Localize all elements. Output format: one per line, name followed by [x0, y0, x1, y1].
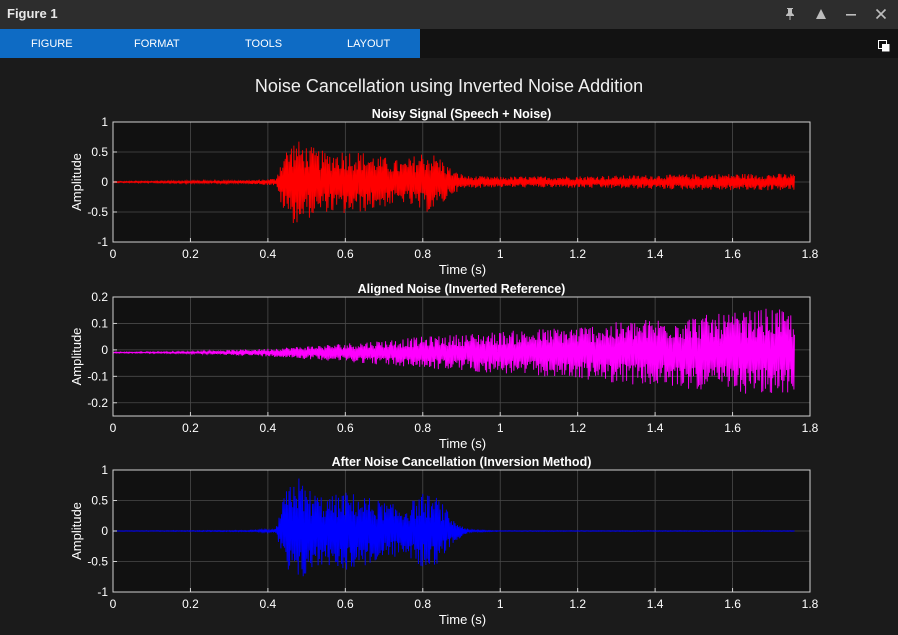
y-tick-label: 1 — [101, 115, 108, 129]
pin-icon[interactable] — [780, 4, 800, 24]
y-tick-label: -0.5 — [87, 555, 108, 569]
x-tick-label: 1.8 — [802, 247, 819, 261]
toolstrip-tabs: FIGURE FORMAT TOOLS LAYOUT — [0, 29, 420, 58]
undock-icon[interactable] — [878, 40, 890, 52]
x-tick-label: 0.2 — [182, 597, 199, 611]
y-tick-label: -0.2 — [87, 396, 108, 410]
x-tick-label: 1.4 — [647, 247, 664, 261]
axes-title: After Noise Cancellation (Inversion Meth… — [332, 455, 592, 469]
y-axis-label: Amplitude — [69, 328, 84, 386]
x-tick-label: 0.4 — [260, 247, 277, 261]
x-tick-label: 0.6 — [337, 247, 354, 261]
tab-format[interactable]: FORMAT — [134, 38, 180, 50]
y-tick-label: 1 — [101, 463, 108, 477]
window-title: Figure 1 — [7, 6, 58, 21]
axes-title: Aligned Noise (Inverted Reference) — [358, 282, 566, 296]
x-tick-label: 1 — [497, 247, 504, 261]
x-axis-label: Time (s) — [439, 436, 486, 451]
maximize-icon[interactable] — [811, 4, 831, 24]
x-tick-label: 1.2 — [569, 247, 586, 261]
x-tick-label: 0.8 — [414, 247, 431, 261]
y-axis-label: Amplitude — [69, 153, 84, 211]
x-tick-label: 1.2 — [569, 597, 586, 611]
window-titlebar: Figure 1 — [0, 0, 898, 29]
x-tick-label: 1.8 — [802, 421, 819, 435]
x-tick-label: 1 — [497, 597, 504, 611]
y-tick-label: -1 — [97, 585, 108, 599]
x-axis-label: Time (s) — [439, 612, 486, 627]
y-tick-label: 0 — [101, 524, 108, 538]
x-tick-label: 0 — [110, 597, 117, 611]
x-tick-label: 1.4 — [647, 597, 664, 611]
x-tick-label: 1 — [497, 421, 504, 435]
x-axis-label: Time (s) — [439, 262, 486, 277]
y-tick-label: -0.1 — [87, 369, 108, 383]
y-tick-label: 0.5 — [91, 494, 108, 508]
y-tick-label: -0.5 — [87, 205, 108, 219]
x-tick-label: 0.6 — [337, 421, 354, 435]
x-tick-label: 0 — [110, 421, 117, 435]
x-tick-label: 0.2 — [182, 247, 199, 261]
x-tick-label: 0 — [110, 247, 117, 261]
x-tick-label: 1.6 — [724, 597, 741, 611]
x-tick-label: 1.8 — [802, 597, 819, 611]
y-tick-label: -1 — [97, 235, 108, 249]
axes-title: Noisy Signal (Speech + Noise) — [372, 107, 552, 121]
minimize-icon[interactable] — [841, 4, 861, 24]
x-tick-label: 1.6 — [724, 247, 741, 261]
signal-trace — [112, 141, 795, 224]
axes-box — [112, 296, 811, 417]
y-tick-label: 0.2 — [91, 290, 108, 304]
x-tick-label: 0.4 — [260, 421, 277, 435]
signal-trace — [112, 308, 795, 394]
y-tick-label: 0.1 — [91, 316, 108, 330]
y-tick-label: 0.5 — [91, 145, 108, 159]
close-icon[interactable] — [871, 4, 891, 24]
tab-tools[interactable]: TOOLS — [245, 38, 283, 50]
x-tick-label: 0.6 — [337, 597, 354, 611]
x-tick-label: 0.8 — [414, 421, 431, 435]
figure-canvas: Noise Cancellation using Inverted Noise … — [0, 58, 898, 635]
signal-trace — [112, 478, 795, 577]
y-axis-label: Amplitude — [69, 502, 84, 560]
figure-plots: Noise Cancellation using Inverted Noise … — [69, 76, 819, 627]
x-tick-label: 1.2 — [569, 421, 586, 435]
x-tick-label: 0.2 — [182, 421, 199, 435]
x-tick-label: 1.6 — [724, 421, 741, 435]
y-tick-label: 0 — [101, 175, 108, 189]
y-tick-label: 0 — [101, 343, 108, 357]
x-tick-label: 0.8 — [414, 597, 431, 611]
tab-layout[interactable]: LAYOUT — [347, 38, 391, 50]
figure-suptitle: Noise Cancellation using Inverted Noise … — [255, 76, 643, 96]
tab-figure[interactable]: FIGURE — [31, 38, 73, 50]
x-tick-label: 0.4 — [260, 597, 277, 611]
toolstrip: FIGURE FORMAT TOOLS LAYOUT — [0, 29, 898, 58]
x-tick-label: 1.4 — [647, 421, 664, 435]
